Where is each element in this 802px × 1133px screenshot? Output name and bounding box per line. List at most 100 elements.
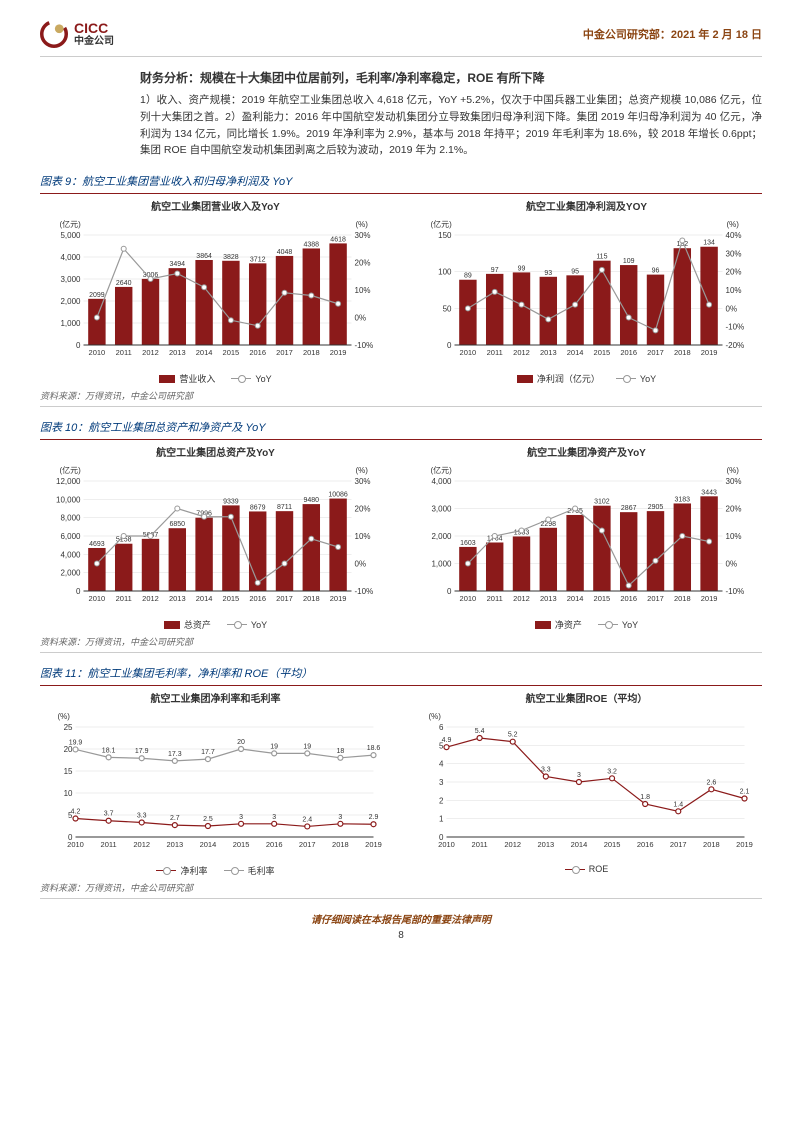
logo-cn: 中金公司	[74, 36, 114, 47]
svg-text:2013: 2013	[537, 840, 554, 849]
svg-text:4,000: 4,000	[60, 253, 81, 262]
svg-text:(%): (%)	[356, 220, 369, 229]
svg-text:3.3: 3.3	[541, 767, 551, 774]
svg-text:2014: 2014	[196, 594, 213, 603]
svg-text:19.9: 19.9	[69, 740, 83, 747]
chart-10-label: 图表 10：航空工业集团总资产和净资产及 YoY	[40, 415, 762, 440]
svg-text:3: 3	[239, 814, 243, 821]
svg-text:4693: 4693	[89, 541, 105, 548]
svg-text:10086: 10086	[328, 492, 348, 499]
svg-text:8,000: 8,000	[60, 514, 81, 523]
chart-11-right: 航空工业集团ROE（平均）0123456(%)4.95.45.23.333.21…	[411, 690, 762, 877]
svg-text:4048: 4048	[277, 249, 293, 256]
svg-text:10%: 10%	[355, 286, 371, 295]
svg-text:2017: 2017	[299, 840, 316, 849]
svg-text:50: 50	[443, 305, 452, 314]
svg-text:6,000: 6,000	[60, 532, 81, 541]
svg-text:2019: 2019	[701, 594, 718, 603]
svg-text:2099: 2099	[89, 292, 105, 299]
svg-text:18.1: 18.1	[102, 748, 116, 755]
svg-text:99: 99	[518, 266, 526, 273]
svg-text:2.4: 2.4	[302, 817, 312, 824]
svg-text:8679: 8679	[250, 505, 266, 512]
svg-text:15: 15	[64, 767, 73, 776]
svg-text:2010: 2010	[67, 840, 84, 849]
svg-text:30%: 30%	[355, 231, 371, 240]
svg-text:115: 115	[596, 254, 607, 261]
svg-text:9480: 9480	[304, 497, 320, 504]
svg-text:2.9: 2.9	[369, 814, 379, 821]
svg-text:2014: 2014	[567, 348, 584, 357]
chart-10-source: 资料来源：万得资讯，中金公司研究部	[40, 635, 762, 653]
svg-text:20%: 20%	[355, 505, 371, 514]
chart-10-right: 航空工业集团净资产及YoY01,0002,0003,0004,000-10%0%…	[411, 444, 762, 631]
svg-text:0%: 0%	[726, 305, 738, 314]
svg-text:2: 2	[439, 797, 444, 806]
svg-text:10: 10	[64, 789, 73, 798]
svg-text:2015: 2015	[594, 594, 611, 603]
svg-text:3828: 3828	[223, 254, 239, 261]
svg-text:6850: 6850	[170, 521, 186, 528]
svg-text:2016: 2016	[249, 348, 266, 357]
chart-9-row: 航空工业集团营业收入及YoY01,0002,0003,0004,0005,000…	[40, 198, 762, 385]
svg-text:2012: 2012	[142, 594, 159, 603]
svg-text:2,000: 2,000	[431, 532, 452, 541]
svg-text:3494: 3494	[170, 261, 186, 268]
svg-text:150: 150	[438, 231, 452, 240]
header-date: 中金公司研究部：2021 年 2 月 18 日	[583, 26, 762, 42]
svg-text:3712: 3712	[250, 257, 266, 264]
svg-text:3102: 3102	[594, 499, 610, 506]
svg-text:2013: 2013	[166, 840, 183, 849]
svg-text:3: 3	[338, 814, 342, 821]
svg-text:2012: 2012	[504, 840, 521, 849]
svg-text:2018: 2018	[674, 594, 691, 603]
svg-text:5.4: 5.4	[475, 728, 485, 735]
svg-text:2015: 2015	[223, 594, 240, 603]
svg-text:18.6: 18.6	[367, 745, 381, 752]
svg-text:2019: 2019	[330, 594, 347, 603]
svg-text:2012: 2012	[513, 594, 530, 603]
page-header: CICC 中金公司 中金公司研究部：2021 年 2 月 18 日	[40, 20, 762, 57]
svg-text:-20%: -20%	[726, 341, 745, 350]
svg-text:3: 3	[439, 778, 444, 787]
svg-text:(亿元): (亿元)	[431, 219, 453, 229]
svg-text:-10%: -10%	[355, 587, 374, 596]
svg-text:2015: 2015	[604, 840, 621, 849]
svg-text:2017: 2017	[276, 348, 293, 357]
svg-text:20: 20	[237, 739, 245, 746]
svg-text:4388: 4388	[304, 242, 320, 249]
svg-text:(亿元): (亿元)	[431, 465, 453, 475]
svg-text:20%: 20%	[726, 268, 742, 277]
svg-text:2012: 2012	[513, 348, 530, 357]
footer-disclaimer: 请仔细阅读在本报告尾部的重要法律声明	[40, 911, 762, 926]
svg-text:0%: 0%	[355, 560, 367, 569]
svg-text:2017: 2017	[276, 594, 293, 603]
chart-9-source: 资料来源：万得资讯，中金公司研究部	[40, 389, 762, 407]
svg-text:1603: 1603	[460, 540, 476, 547]
cicc-logo-icon	[40, 20, 68, 48]
svg-text:2011: 2011	[116, 594, 132, 603]
svg-text:2011: 2011	[487, 348, 503, 357]
svg-text:20%: 20%	[355, 259, 371, 268]
chart-11-row: 航空工业集团净利率和毛利率0510152025(%)4.23.73.32.72.…	[40, 690, 762, 877]
svg-text:2015: 2015	[594, 348, 611, 357]
svg-text:2017: 2017	[670, 840, 687, 849]
svg-text:2016: 2016	[266, 840, 283, 849]
svg-text:2014: 2014	[567, 594, 584, 603]
svg-text:(亿元): (亿元)	[60, 219, 82, 229]
chart-10-row: 航空工业集团总资产及YoY02,0004,0006,0008,00010,000…	[40, 444, 762, 631]
svg-text:2.1: 2.1	[740, 789, 750, 796]
svg-text:(%): (%)	[58, 712, 71, 721]
svg-text:134: 134	[703, 240, 715, 247]
svg-text:1,000: 1,000	[431, 560, 452, 569]
svg-text:4.9: 4.9	[442, 737, 452, 744]
svg-text:95: 95	[571, 269, 579, 276]
svg-text:2012: 2012	[133, 840, 150, 849]
svg-text:96: 96	[652, 268, 660, 275]
svg-text:25: 25	[64, 723, 73, 732]
svg-text:20%: 20%	[726, 505, 742, 514]
svg-text:0%: 0%	[726, 560, 738, 569]
svg-text:2013: 2013	[169, 348, 186, 357]
svg-text:2.7: 2.7	[170, 815, 180, 822]
svg-text:3.7: 3.7	[104, 811, 114, 818]
